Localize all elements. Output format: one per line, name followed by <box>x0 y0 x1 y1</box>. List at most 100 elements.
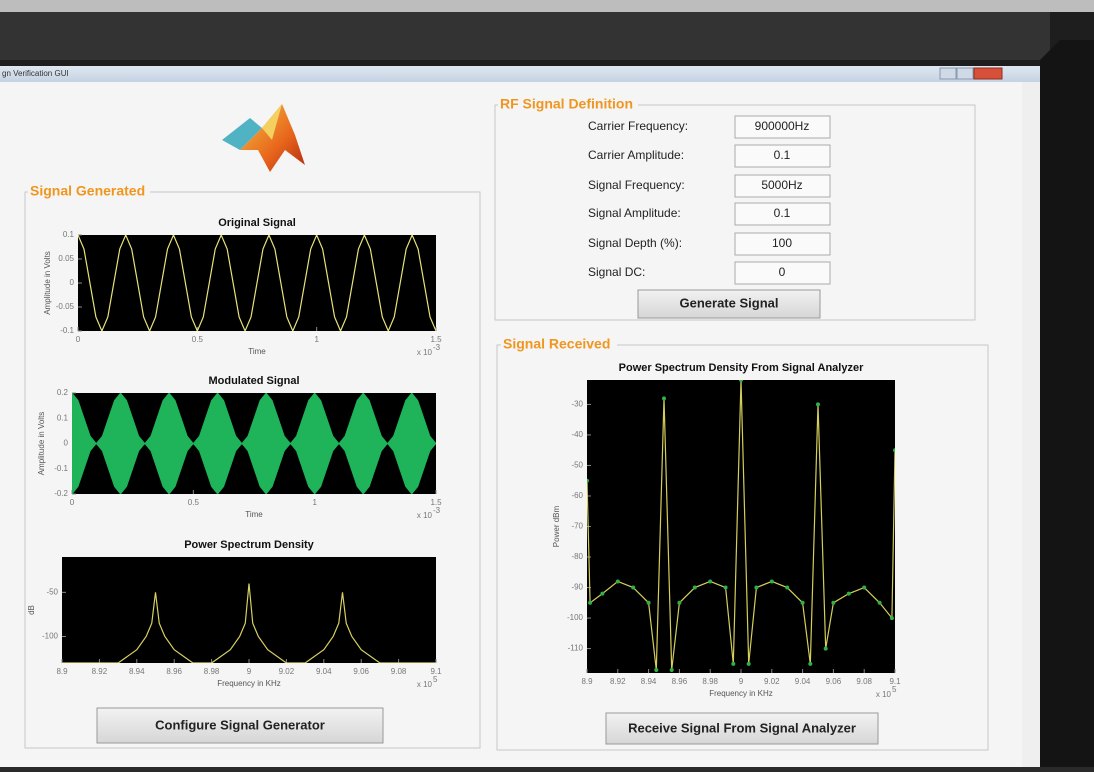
y-tick-label: -100 <box>42 632 59 641</box>
field-value: 0 <box>779 265 786 279</box>
field-value: 0.1 <box>774 148 791 162</box>
x-axis-label: Frequency in KHz <box>709 689 773 698</box>
chart: Power Spectrum Density From Signal Analy… <box>552 362 901 699</box>
field-label: Carrier Frequency: <box>588 119 688 133</box>
x-tick-label: 9 <box>739 677 744 686</box>
y-tick-label: -110 <box>568 644 584 653</box>
x-exponent-power: 5 <box>892 685 897 694</box>
marker <box>724 586 728 590</box>
x-tick-label: 0 <box>76 335 81 344</box>
x-tick-label: 8.94 <box>641 677 657 686</box>
plot-area <box>587 380 895 673</box>
marker <box>647 601 651 605</box>
screen: gn Verification GUI RF Signal Definition… <box>0 0 1094 767</box>
y-tick-label: -0.1 <box>54 464 68 473</box>
marker <box>708 579 712 583</box>
button-label[interactable]: Generate Signal <box>680 295 779 310</box>
marker <box>588 601 592 605</box>
marker <box>824 647 828 651</box>
x-tick-label: 8.96 <box>166 667 182 676</box>
marker <box>731 662 735 666</box>
y-tick-label: -40 <box>571 430 583 439</box>
y-tick-label: 0.1 <box>57 413 69 422</box>
bezel-top <box>0 12 1050 60</box>
marker <box>754 586 758 590</box>
marker <box>662 396 666 400</box>
y-axis-label: dB <box>27 605 36 615</box>
chart-title: Power Spectrum Density From Signal Analy… <box>619 362 864 374</box>
x-tick-label: 0 <box>70 498 75 507</box>
x-tick-label: 8.9 <box>581 677 593 686</box>
x-axis-label: Time <box>248 347 266 356</box>
x-tick-label: 9.04 <box>316 667 332 676</box>
y-tick-label: -50 <box>571 461 583 470</box>
configure-button[interactable]: Configure Signal Generator <box>97 708 383 743</box>
y-tick-label: 0 <box>70 278 75 287</box>
x-tick-label: 8.92 <box>92 667 108 676</box>
y-tick-label: -0.05 <box>56 302 75 311</box>
y-tick-label: -90 <box>571 583 583 592</box>
maximize-button[interactable] <box>957 68 973 79</box>
close-button[interactable] <box>974 68 1002 79</box>
x-tick-label: 8.96 <box>672 677 688 686</box>
x-exponent-base: x 10 <box>417 680 433 689</box>
field-value: 0.1 <box>774 206 791 220</box>
bezel-right <box>1040 40 1094 767</box>
generate-button[interactable]: Generate Signal <box>638 290 820 318</box>
marker <box>847 592 851 596</box>
y-tick-label: 0.05 <box>58 254 74 263</box>
x-tick-label: 9.02 <box>279 667 295 676</box>
field-label: Signal Depth (%): <box>588 236 682 250</box>
marker <box>831 601 835 605</box>
field-value: 5000Hz <box>761 178 802 192</box>
marker <box>693 586 697 590</box>
x-tick-label: 9.08 <box>391 667 407 676</box>
panel-title: Signal Generated <box>30 183 145 199</box>
field-label: Signal Amplitude: <box>588 206 681 220</box>
x-tick-label: 8.98 <box>702 677 718 686</box>
y-axis-label: Amplitude in Volts <box>37 412 46 476</box>
x-tick-label: 1 <box>314 335 319 344</box>
y-tick-label: -30 <box>571 400 583 409</box>
marker <box>890 616 894 620</box>
window-title: gn Verification GUI <box>2 69 69 78</box>
y-tick-label: -70 <box>571 522 583 531</box>
y-axis-label: Power dBm <box>552 505 561 547</box>
marker <box>862 586 866 590</box>
chart-title: Modulated Signal <box>208 375 299 387</box>
field-value: 100 <box>772 236 792 250</box>
y-tick-label: -60 <box>571 491 583 500</box>
x-tick-label: 8.98 <box>204 667 220 676</box>
chart-title: Original Signal <box>218 217 296 229</box>
marker <box>600 592 604 596</box>
y-tick-label: -100 <box>567 613 584 622</box>
field-value: 900000Hz <box>755 119 810 133</box>
panel-title: RF Signal Definition <box>500 96 633 112</box>
y-tick-label: 0.2 <box>57 388 69 397</box>
field-label: Carrier Amplitude: <box>588 148 684 162</box>
marker <box>785 586 789 590</box>
y-tick-label: 0.1 <box>63 230 75 239</box>
receive-button[interactable]: Receive Signal From Signal Analyzer <box>606 713 878 744</box>
marker <box>677 601 681 605</box>
button-label[interactable]: Receive Signal From Signal Analyzer <box>628 720 856 735</box>
x-exponent-power: -3 <box>433 343 441 352</box>
x-tick-label: 8.94 <box>129 667 145 676</box>
x-exponent-base: x 10 <box>417 348 433 357</box>
x-exponent-power: 5 <box>433 675 438 684</box>
x-tick-label: 0.5 <box>188 498 200 507</box>
title-bar <box>0 66 1040 82</box>
frame-top <box>0 0 1094 12</box>
x-tick-label: 9.06 <box>353 667 369 676</box>
x-tick-label: 0.5 <box>192 335 204 344</box>
panel-title: Signal Received <box>503 336 610 352</box>
minimize-button[interactable] <box>940 68 956 79</box>
x-exponent-base: x 10 <box>417 511 433 520</box>
marker <box>816 402 820 406</box>
marker <box>808 662 812 666</box>
x-axis-label: Frequency in KHz <box>217 679 281 688</box>
marker <box>747 662 751 666</box>
x-tick-label: 8.9 <box>56 667 68 676</box>
button-label[interactable]: Configure Signal Generator <box>155 717 325 732</box>
x-exponent-base: x 10 <box>876 690 892 699</box>
